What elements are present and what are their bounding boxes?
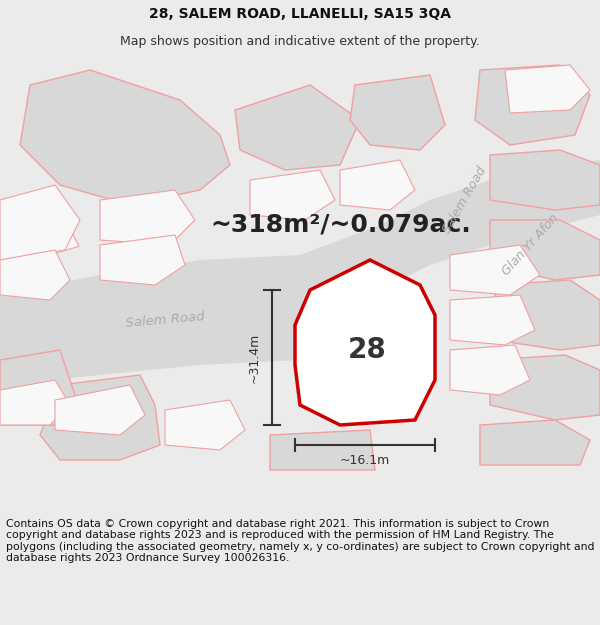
Polygon shape	[33, 220, 68, 247]
Polygon shape	[505, 65, 590, 113]
Polygon shape	[165, 400, 245, 450]
Polygon shape	[235, 85, 360, 170]
Polygon shape	[0, 185, 80, 260]
Text: Map shows position and indicative extent of the property.: Map shows position and indicative extent…	[120, 35, 480, 48]
Polygon shape	[450, 345, 530, 395]
Polygon shape	[0, 200, 35, 227]
Polygon shape	[0, 380, 70, 425]
Text: 28, SALEM ROAD, LLANELLI, SA15 3QA: 28, SALEM ROAD, LLANELLI, SA15 3QA	[149, 7, 451, 21]
Text: ~16.1m: ~16.1m	[340, 454, 390, 468]
Text: 28: 28	[347, 336, 386, 364]
Polygon shape	[0, 315, 300, 385]
Polygon shape	[44, 226, 79, 253]
Polygon shape	[11, 207, 46, 234]
Polygon shape	[480, 420, 590, 465]
Polygon shape	[495, 280, 600, 350]
Text: Salem Road: Salem Road	[125, 310, 205, 330]
Polygon shape	[295, 260, 435, 425]
Text: ~31.4m: ~31.4m	[248, 332, 260, 382]
Polygon shape	[350, 75, 445, 150]
Polygon shape	[490, 220, 600, 280]
Polygon shape	[475, 65, 590, 145]
Polygon shape	[490, 150, 600, 210]
Polygon shape	[0, 350, 75, 425]
Text: Salem Road: Salem Road	[441, 164, 489, 236]
Text: Contains OS data © Crown copyright and database right 2021. This information is : Contains OS data © Crown copyright and d…	[6, 519, 595, 563]
Polygon shape	[55, 385, 145, 435]
Polygon shape	[450, 245, 540, 295]
Polygon shape	[40, 375, 160, 460]
Polygon shape	[450, 295, 535, 345]
Polygon shape	[0, 160, 600, 350]
Polygon shape	[340, 160, 415, 210]
Text: Glan Yr Afon: Glan Yr Afon	[499, 212, 561, 278]
Polygon shape	[100, 190, 195, 245]
Polygon shape	[0, 250, 70, 300]
Polygon shape	[100, 235, 185, 285]
Polygon shape	[270, 430, 375, 470]
Polygon shape	[22, 213, 57, 240]
Text: ~318m²/~0.079ac.: ~318m²/~0.079ac.	[210, 213, 471, 237]
Polygon shape	[20, 70, 230, 205]
Polygon shape	[250, 170, 335, 220]
Polygon shape	[490, 355, 600, 420]
